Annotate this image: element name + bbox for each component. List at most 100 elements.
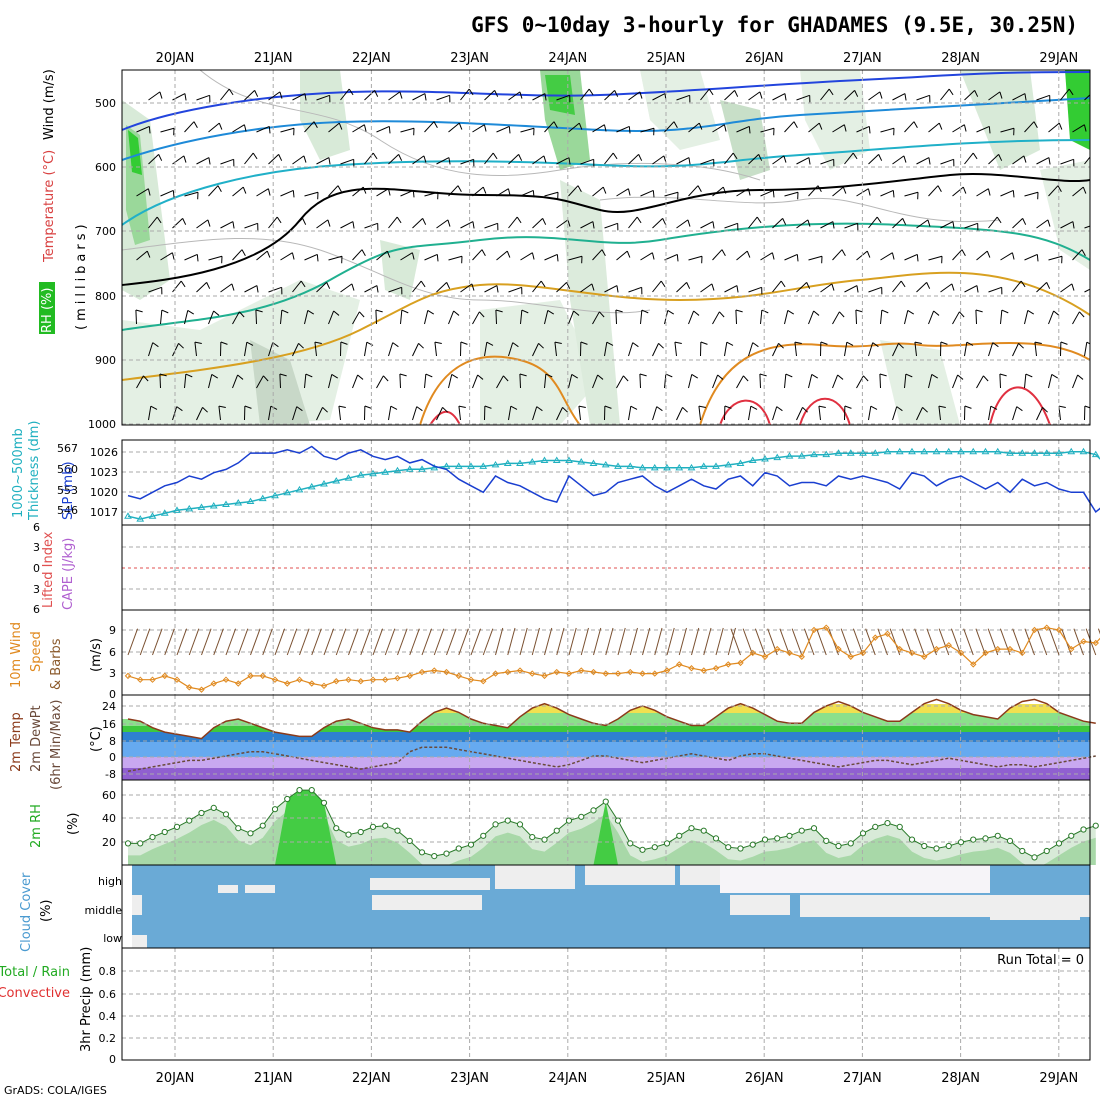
wind-barb bbox=[820, 283, 833, 293]
wind-barb bbox=[652, 155, 665, 165]
wind-barb bbox=[628, 342, 634, 357]
wind-barb bbox=[992, 342, 999, 348]
wind-barb bbox=[784, 253, 798, 261]
wind-barb bbox=[388, 126, 391, 134]
wind-barb bbox=[1047, 219, 1051, 227]
wind-barb bbox=[746, 250, 751, 258]
date-labels-bottom: 20JAN 21JAN 22JAN 23JAN 24JAN 25JAN 26JAN 27JAN… bbox=[156, 1071, 1079, 1086]
t2m-label-a: 2m Temp bbox=[9, 712, 24, 772]
wind-barb bbox=[676, 94, 690, 101]
wind10-point bbox=[210, 680, 217, 687]
wind-barb bbox=[568, 157, 571, 165]
wind-barb bbox=[1084, 342, 1088, 357]
wind-barb bbox=[518, 154, 523, 161]
t2m-panel: 24 16 8 0 -8 bbox=[102, 694, 1096, 781]
wind10-barb bbox=[544, 627, 553, 656]
wind10-barb bbox=[458, 628, 469, 656]
rh2m-point bbox=[712, 835, 720, 842]
wind10-barb bbox=[482, 628, 494, 656]
wind-barb bbox=[928, 185, 939, 197]
wind-barb bbox=[808, 185, 819, 197]
wind-barb bbox=[328, 374, 333, 389]
wind10-point bbox=[982, 649, 989, 657]
rh2m-point bbox=[357, 828, 364, 836]
rh2m-point bbox=[296, 787, 303, 794]
wind-barb bbox=[180, 280, 186, 288]
wind10-point bbox=[296, 676, 303, 683]
thickness-point bbox=[785, 452, 794, 459]
wind-barb bbox=[796, 254, 799, 262]
wind-barb bbox=[1016, 406, 1023, 412]
wind10-label-b: Speed bbox=[29, 631, 44, 672]
wind-barb bbox=[172, 280, 182, 293]
wind-barb bbox=[916, 157, 930, 165]
wind-barb bbox=[1048, 255, 1063, 261]
wind10-barb bbox=[852, 628, 864, 656]
wind-barb bbox=[616, 188, 629, 197]
wind-barb bbox=[1095, 90, 1098, 96]
rh2m-point bbox=[259, 822, 266, 829]
thickness-point bbox=[932, 447, 941, 455]
wind-barb bbox=[292, 280, 302, 293]
cloud-gap bbox=[218, 885, 238, 893]
wind10-barb bbox=[865, 628, 876, 656]
cape-grid bbox=[122, 525, 1090, 610]
wind-barb bbox=[1036, 407, 1043, 421]
wind-barb bbox=[510, 405, 518, 410]
wind-barb bbox=[352, 186, 364, 197]
wind-barb bbox=[761, 309, 769, 314]
wind-barb bbox=[664, 121, 675, 133]
wind-barb bbox=[748, 126, 751, 134]
wind-barb bbox=[914, 341, 922, 344]
wind10-point bbox=[798, 653, 805, 660]
wind-barb bbox=[304, 374, 307, 389]
wind10-point bbox=[137, 676, 144, 683]
wind-barb bbox=[999, 91, 1003, 99]
wind-barb bbox=[1048, 157, 1051, 165]
wind-barb bbox=[988, 216, 998, 229]
wind-barb bbox=[748, 216, 758, 229]
wind-barb bbox=[159, 91, 163, 99]
thickness-point bbox=[577, 458, 586, 465]
wind-barb bbox=[928, 310, 935, 325]
wind-barb bbox=[902, 218, 907, 225]
wind-barb bbox=[1068, 88, 1074, 96]
wind-barb bbox=[268, 342, 274, 357]
wind-barb bbox=[519, 91, 523, 99]
wind-barb bbox=[964, 285, 978, 293]
wind-barb bbox=[665, 373, 673, 378]
wind-barb bbox=[616, 285, 619, 293]
wind-barb bbox=[1051, 373, 1058, 379]
wind-barb bbox=[477, 374, 484, 380]
wind-barb bbox=[772, 280, 782, 293]
rh2m-point bbox=[406, 837, 413, 845]
wind-barb bbox=[388, 154, 399, 165]
wind-barb bbox=[280, 189, 294, 197]
wind-barb bbox=[316, 94, 330, 101]
wind-barb bbox=[217, 185, 222, 193]
wind-barb bbox=[507, 188, 511, 196]
wind-barb bbox=[612, 152, 618, 160]
wind-barb bbox=[363, 124, 367, 132]
wind-barb bbox=[758, 154, 763, 161]
wind-barb bbox=[691, 373, 698, 379]
cloud-gap bbox=[585, 865, 675, 885]
wind-barb bbox=[448, 157, 451, 165]
wind-barb bbox=[244, 152, 254, 165]
tick-label: 6 bbox=[109, 646, 116, 659]
rh2m-grid bbox=[122, 780, 1090, 865]
rh2m-point bbox=[198, 809, 205, 817]
thickness-point bbox=[1018, 449, 1027, 456]
wind-barb bbox=[1048, 185, 1059, 197]
wind-barb bbox=[711, 283, 715, 291]
wind-barb bbox=[959, 311, 965, 318]
wind-barb bbox=[698, 122, 703, 130]
wind-barb bbox=[453, 310, 460, 316]
wind-barb bbox=[1084, 405, 1090, 409]
upper-label-mb: (millibars) bbox=[74, 220, 89, 330]
tick-label: 16 bbox=[102, 718, 116, 731]
rh2m-point bbox=[235, 825, 242, 832]
wind-barb bbox=[863, 375, 869, 382]
wind-barb bbox=[879, 91, 883, 99]
wind-barb bbox=[772, 93, 786, 101]
